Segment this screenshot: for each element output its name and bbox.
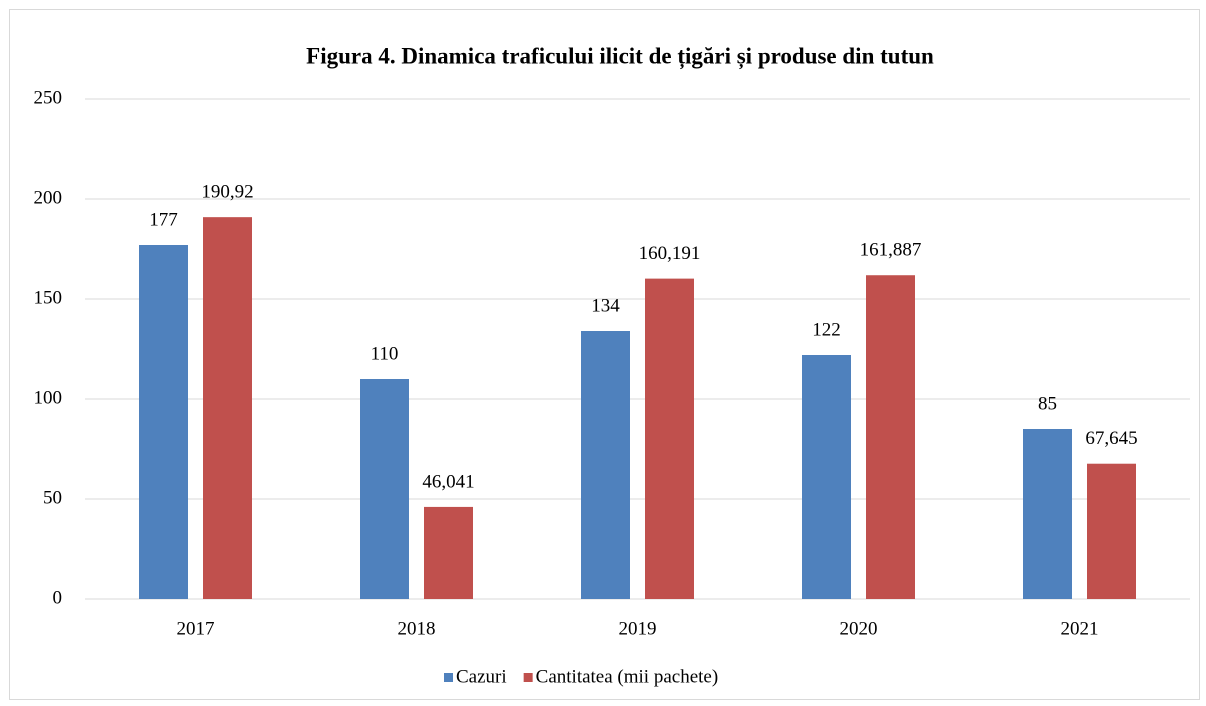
legend-label: Cazuri — [456, 666, 507, 687]
y-tick-label: 100 — [34, 387, 63, 408]
data-label: 160,191 — [639, 243, 701, 264]
legend-marker — [523, 673, 533, 682]
data-label: 122 — [812, 319, 841, 340]
y-tick-label: 50 — [43, 487, 62, 508]
legend-marker — [444, 673, 453, 682]
bar — [203, 217, 252, 599]
y-tick-label: 150 — [34, 287, 63, 308]
legend-label: Cantitatea (mii pachete) — [536, 666, 719, 687]
x-tick-label: 2021 — [1061, 618, 1099, 639]
data-label: 46,041 — [422, 471, 474, 492]
bar — [866, 275, 915, 599]
chart-title: Figura 4. Dinamica traficului ilicit de … — [306, 43, 934, 69]
bar — [645, 278, 694, 599]
data-label: 85 — [1038, 393, 1057, 414]
x-tick-label: 2020 — [840, 618, 878, 639]
data-label: 161,887 — [860, 240, 922, 261]
bar — [1023, 429, 1072, 599]
y-tick-label: 200 — [34, 187, 63, 208]
data-label: 177 — [149, 209, 178, 230]
bar — [802, 355, 851, 599]
bar — [1087, 463, 1136, 599]
x-tick-label: 2018 — [398, 618, 436, 639]
x-tick-label: 2017 — [177, 618, 215, 639]
data-label: 67,645 — [1085, 428, 1137, 449]
y-tick-label: 250 — [34, 87, 63, 108]
bar — [424, 506, 473, 599]
data-label: 190,92 — [201, 182, 253, 203]
x-tick-label: 2019 — [619, 618, 657, 639]
bar — [360, 379, 409, 599]
data-label: 110 — [371, 343, 399, 364]
bar — [139, 245, 188, 599]
data-label: 134 — [591, 295, 620, 316]
bar — [581, 331, 630, 599]
y-tick-label: 0 — [53, 587, 63, 608]
